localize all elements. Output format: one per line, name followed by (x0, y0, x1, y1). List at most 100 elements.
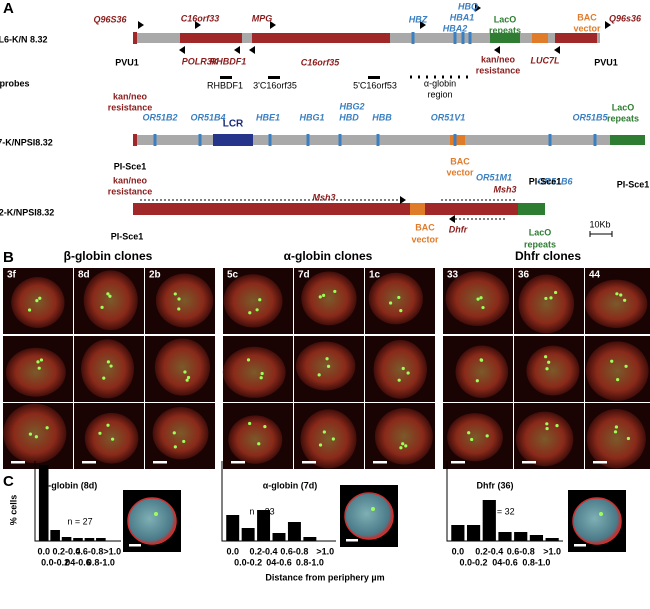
fish-signal (401, 366, 405, 371)
label: PI-Sce1 (529, 176, 562, 186)
label: LCR (223, 119, 244, 130)
nucleus (572, 497, 622, 545)
fish-signal (318, 295, 322, 299)
bar (466, 525, 481, 541)
fish-signal (467, 431, 471, 435)
arrow (249, 46, 255, 54)
construct-segment (555, 33, 597, 43)
fish-signal (485, 434, 489, 438)
scale-bar (574, 544, 586, 547)
fish-signal (397, 295, 401, 300)
label: repeats (607, 113, 639, 123)
label: RHBDF1 (207, 80, 243, 90)
nucleus (447, 413, 503, 462)
label: OR51B4 (190, 112, 225, 122)
fish-signal (554, 290, 558, 295)
nucleus (526, 345, 580, 396)
label: HBG2 (339, 101, 364, 111)
bar (303, 537, 317, 541)
label: BAC (450, 156, 470, 166)
construct-segment (133, 135, 645, 145)
fish-signal (615, 292, 619, 296)
label: repeats (489, 25, 521, 35)
label: α-globin (424, 78, 456, 88)
label: vector (573, 23, 601, 33)
label: 0.2-0.4 (475, 546, 503, 556)
label: α-globin (7d) (263, 480, 318, 490)
bar (50, 530, 60, 541)
label: 3f (7, 270, 17, 281)
fish-signal (172, 431, 176, 435)
construct-segment (518, 203, 545, 215)
nucleus (585, 279, 648, 329)
construct-segment (213, 134, 253, 146)
fish-signal (263, 425, 267, 429)
arrow (400, 196, 406, 204)
label: C16orf33 (181, 13, 220, 23)
scale-bar (82, 461, 96, 464)
scale-bar (346, 539, 358, 542)
nucleus (3, 403, 67, 464)
fish-signal (102, 376, 106, 380)
bar (96, 538, 106, 541)
fish-signal (173, 292, 177, 296)
bar (529, 535, 544, 541)
probe (368, 76, 380, 79)
nucleus (586, 409, 646, 469)
label: LacO (494, 14, 517, 24)
bar (272, 533, 286, 541)
label: OR51B5 (572, 112, 608, 122)
label: Q96S36 (93, 14, 127, 24)
label: LUC7L (531, 55, 560, 65)
label: A (3, 0, 14, 17)
label: 0.0 (452, 546, 465, 556)
fish-signal (38, 296, 42, 300)
fish-signal (619, 293, 623, 297)
fish-signal (613, 430, 618, 434)
fish-signal (404, 444, 408, 448)
label: FISH probes (0, 78, 30, 88)
label: OR51V1 (431, 112, 466, 122)
nucleus (374, 408, 433, 465)
nucleus (344, 492, 394, 540)
gene-mark (198, 134, 202, 146)
label: PVU1 (594, 57, 618, 67)
fish-signal (106, 292, 110, 296)
arrow (234, 46, 240, 54)
gene-mark (593, 134, 597, 146)
fish-signal (610, 359, 614, 363)
nucleus (154, 338, 211, 396)
label: 2b (149, 270, 161, 281)
bar (482, 500, 496, 541)
bar (226, 515, 240, 541)
fish-signal (555, 424, 559, 428)
label: HBA2 (443, 23, 468, 33)
scale-bar (593, 461, 607, 464)
arrow (179, 46, 185, 54)
label: 0.0-0.2 (460, 557, 488, 567)
nucleus (223, 274, 283, 328)
label: n = 32 (489, 506, 514, 516)
scale-bar (451, 461, 465, 464)
nucleus (5, 347, 66, 397)
arrow (449, 215, 455, 223)
fish-signal (388, 301, 393, 305)
label: LacO (529, 227, 552, 237)
probe (220, 76, 232, 79)
fish-signal (333, 289, 337, 294)
fish-signal (173, 445, 177, 449)
nucleus (301, 271, 357, 326)
fish-signal (544, 296, 548, 301)
label: kan/neo (113, 175, 148, 185)
label: B (3, 249, 14, 266)
arrow (494, 46, 500, 54)
label: 0.2-0.4 (53, 546, 81, 556)
scale-bar (11, 461, 25, 464)
bar (545, 538, 559, 541)
construct-segment (133, 203, 410, 215)
nucleus (11, 277, 65, 328)
label: C16orf35 (301, 57, 341, 67)
fish-signal (616, 378, 620, 382)
label: 0.8-1.0 (296, 557, 324, 567)
